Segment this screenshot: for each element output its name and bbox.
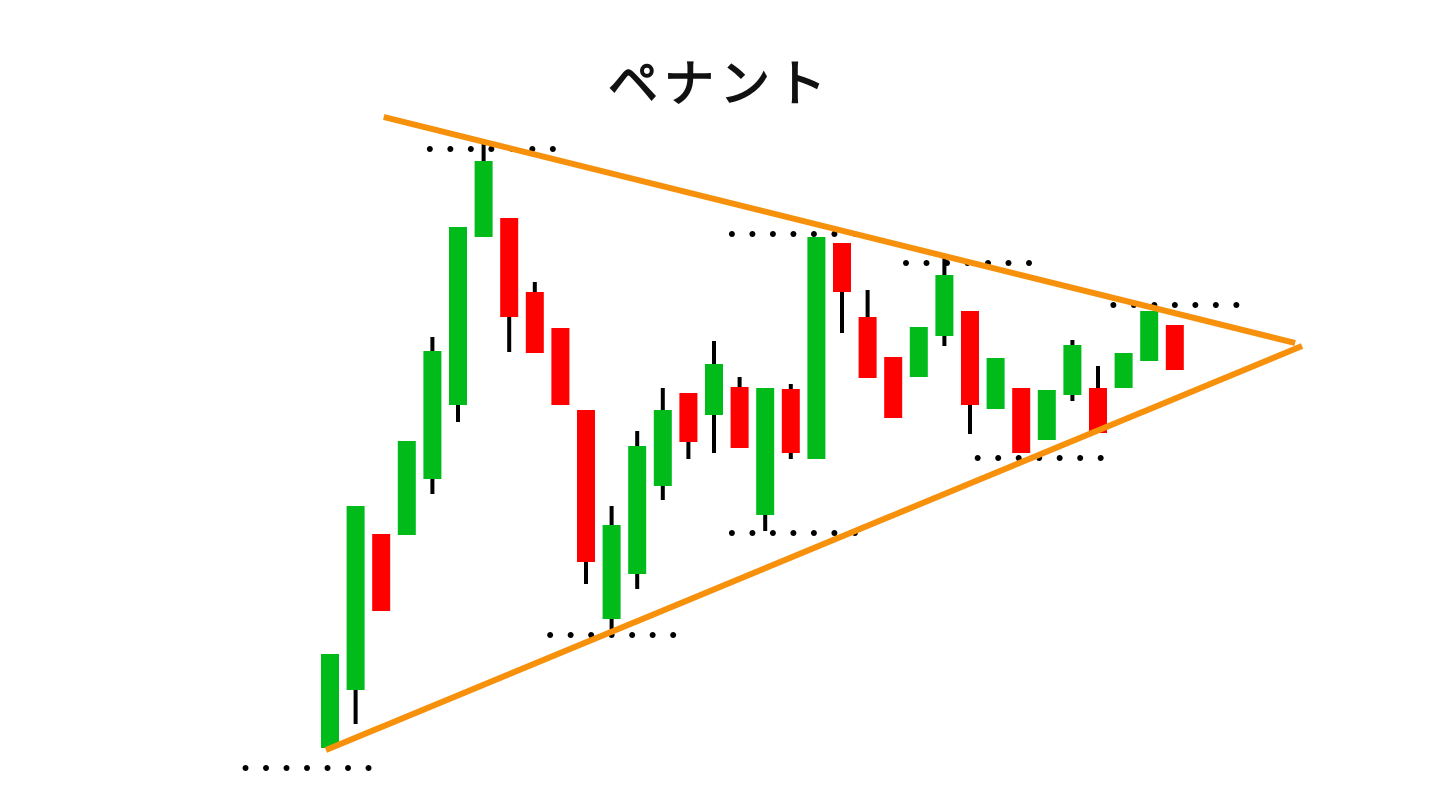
level-dot: [1077, 455, 1084, 461]
level-dot: [670, 632, 677, 638]
candle-up: [474, 161, 493, 237]
level-dot: [283, 765, 290, 771]
trendline: [383, 114, 1296, 346]
level-dot: [263, 765, 270, 771]
level-dot: [728, 231, 735, 237]
candle-up: [909, 327, 928, 377]
candle-up: [807, 237, 826, 459]
level-dot: [242, 765, 249, 771]
candle-down: [551, 328, 570, 405]
level-dot: [488, 146, 495, 152]
level-dot: [831, 231, 838, 237]
candle-down: [1089, 388, 1107, 433]
level-dot: [995, 455, 1002, 461]
level-dot: [467, 146, 474, 152]
candle-down: [679, 393, 698, 442]
level-dot: [304, 765, 311, 771]
level-dot: [649, 632, 656, 638]
level-dot: [810, 530, 817, 536]
candle-up: [449, 227, 467, 405]
level-dot: [1056, 455, 1063, 461]
candle-down: [833, 243, 851, 292]
level-dot: [790, 530, 797, 536]
level-dot: [549, 146, 556, 152]
candle-down: [500, 218, 519, 317]
level-dot: [426, 146, 433, 152]
candle-down: [884, 357, 903, 418]
level-dot: [769, 231, 776, 237]
chart-title: ペナント: [608, 55, 832, 113]
level-dot: [1212, 302, 1219, 308]
level-dot: [810, 231, 817, 237]
candle-up: [935, 275, 954, 336]
candle-up: [397, 441, 416, 535]
level-dot: [923, 260, 930, 266]
level-dot: [547, 632, 554, 638]
candle-up: [986, 358, 1005, 409]
candle-up: [346, 506, 365, 690]
candle-down: [961, 311, 979, 405]
candle-up: [705, 364, 723, 415]
level-dot: [728, 530, 735, 536]
candle-up: [628, 446, 647, 574]
candle-down: [781, 389, 800, 453]
level-dot: [1233, 302, 1240, 308]
level-dot: [567, 632, 574, 638]
candle-up: [602, 525, 621, 619]
level-dot: [1192, 302, 1199, 308]
candle-up: [321, 654, 339, 748]
level-dot: [447, 146, 454, 152]
level-dot: [345, 765, 352, 771]
level-dot: [629, 632, 636, 638]
level-dot: [1097, 455, 1104, 461]
candle-up: [423, 351, 442, 479]
candle-down: [577, 410, 595, 562]
level-dot: [831, 530, 838, 536]
candle-down: [858, 317, 877, 378]
candle-up: [1037, 390, 1056, 440]
candle-up: [1063, 345, 1082, 395]
level-dot: [903, 260, 909, 266]
level-dot: [790, 231, 797, 237]
level-dot: [1005, 260, 1012, 266]
candle-down: [372, 534, 391, 611]
candle-up: [1114, 353, 1133, 388]
candle-up: [653, 410, 672, 486]
level-dot: [365, 765, 372, 771]
level-dot: [749, 530, 756, 536]
level-dot: [324, 765, 331, 771]
level-dot: [974, 455, 981, 461]
level-dot: [1171, 302, 1178, 308]
candle-down: [730, 387, 749, 448]
trendline: [324, 343, 1304, 753]
level-dot: [1110, 302, 1117, 308]
candle-down: [525, 292, 544, 353]
level-dot: [749, 231, 756, 237]
candle-up: [756, 388, 775, 515]
candle-down: [1012, 388, 1031, 453]
level-dot: [769, 530, 776, 536]
candle-up: [1140, 311, 1159, 361]
level-dot: [1026, 260, 1032, 266]
candle-down: [1165, 325, 1184, 370]
